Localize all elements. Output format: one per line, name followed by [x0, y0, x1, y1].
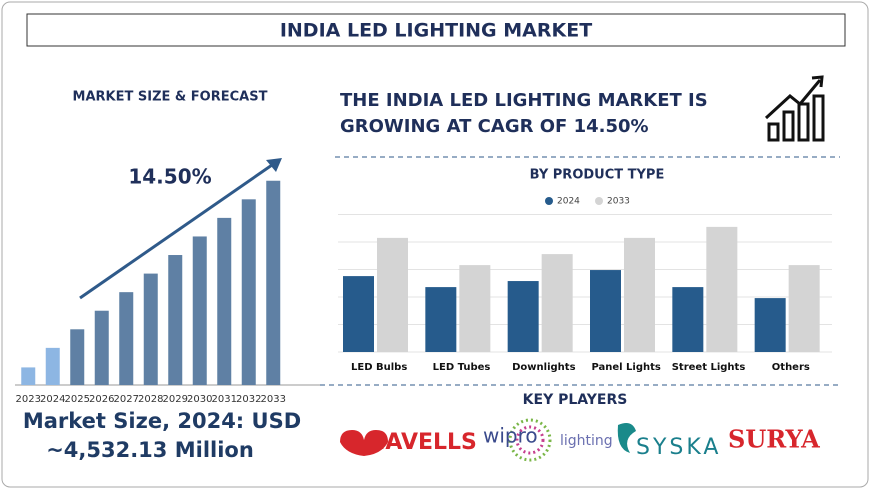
growth-arrow [79, 163, 273, 300]
logo-havells: HAVELLS [367, 430, 477, 455]
x-tick-label: LED Bulbs [351, 362, 407, 373]
chart-title: BY PRODUCT TYPE [530, 168, 665, 183]
bar [459, 265, 491, 352]
logo-lighting: lighting [560, 433, 613, 449]
x-tick-label: Others [772, 362, 810, 373]
market-size: Market Size, 2024: USD [23, 409, 301, 433]
bar [168, 255, 183, 385]
market-size: ~4,532.13 Million [46, 438, 254, 462]
annotation: 14.50% [128, 165, 211, 189]
legend-label: 2033 [607, 197, 630, 207]
wipro-icon [508, 418, 552, 462]
bar [377, 237, 408, 352]
bar [192, 236, 207, 385]
arrow-head [266, 158, 282, 172]
page-title: INDIA LED LIGHTING MARKET [280, 20, 592, 42]
bar [624, 237, 655, 352]
x-tick-label: 2028 [138, 394, 163, 405]
bar [119, 292, 134, 385]
logo-syska: SYSKA [636, 435, 721, 460]
x-tick-label: 2031 [212, 394, 237, 405]
x-tick-label: 2024 [40, 394, 65, 405]
x-tick-label: 2023 [16, 394, 41, 405]
x-tick-label: Downlights [512, 362, 575, 373]
growth-icon [764, 75, 825, 142]
x-tick-label: Street Lights [672, 362, 746, 373]
title-box [26, 13, 846, 47]
bar [45, 347, 60, 385]
section-title: KEY PLAYERS [523, 392, 628, 408]
x-tick-label: 2032 [236, 394, 261, 405]
bar [217, 217, 232, 385]
bar [21, 367, 36, 385]
bar [507, 281, 539, 352]
legend-label: 2024 [557, 197, 580, 207]
x-tick-label: 2027 [114, 394, 139, 405]
bar [788, 265, 820, 352]
bar [266, 180, 281, 385]
headline: THE INDIA LED LIGHTING MARKET IS [340, 90, 708, 111]
chart-title: MARKET SIZE & FORECAST [73, 90, 268, 105]
x-tick-label: LED Tubes [433, 362, 491, 373]
bar [706, 226, 738, 352]
bar [241, 199, 256, 385]
x-tick-label: 2033 [261, 394, 286, 405]
x-tick-label: 2030 [187, 394, 212, 405]
x-tick-label: Panel Lights [591, 362, 660, 373]
syska-icon [617, 423, 636, 453]
bar [590, 270, 621, 352]
bar [343, 276, 374, 352]
bar [70, 329, 85, 385]
havells-icon [340, 430, 388, 456]
bar [541, 254, 573, 352]
bar [425, 287, 457, 352]
x-tick-label: 2029 [163, 394, 188, 405]
wipro-icon [515, 425, 545, 455]
legend-swatch [595, 197, 603, 205]
logo-surya: SURYA [728, 425, 820, 454]
logo-wipro: wipro [483, 424, 538, 448]
bar [672, 287, 704, 352]
headline: GROWING AT CAGR OF 14.50% [340, 116, 649, 137]
x-tick-label: 2025 [65, 394, 90, 405]
bar [94, 310, 109, 385]
bar [754, 298, 786, 352]
x-tick-label: 2026 [89, 394, 114, 405]
bar [143, 273, 158, 385]
legend-swatch [545, 197, 553, 205]
